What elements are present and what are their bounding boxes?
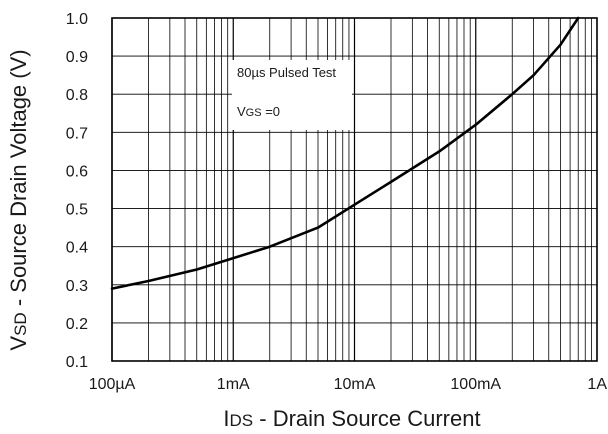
y-tick-label: 0.8 bbox=[66, 87, 88, 104]
series-group bbox=[110, 16, 580, 290]
x-tick-label: 1A bbox=[587, 376, 607, 393]
annotation-condition-sub: GS bbox=[246, 107, 262, 119]
y-axis-title: VSD - Source Drain Voltage (V) bbox=[6, 49, 31, 350]
annotation-test: 80µs Pulsed Test bbox=[237, 65, 336, 80]
x-axis-text: Drain Source Current bbox=[273, 406, 481, 431]
y-tick-label: 0.4 bbox=[66, 240, 88, 257]
x-tick-label: 100µA bbox=[89, 376, 136, 393]
x-tick-label: 1mA bbox=[217, 376, 250, 393]
y-tick-label: 0.1 bbox=[66, 354, 88, 371]
y-tick-label: 0.5 bbox=[66, 202, 88, 219]
x-axis-symbol-main: I bbox=[223, 406, 229, 431]
x-axis-separator: - bbox=[253, 406, 273, 431]
y-tick-label: 0.7 bbox=[66, 125, 88, 142]
x-axis-symbol-sub: DS bbox=[230, 411, 254, 430]
y-tick-labels: 0.1 0.2 0.3 0.4 0.5 0.6 0.7 0.8 0.9 1.0 bbox=[66, 11, 88, 371]
y-axis-symbol-main: V bbox=[6, 336, 31, 351]
y-axis-separator: - bbox=[6, 293, 31, 313]
annotation-condition-main: V bbox=[237, 104, 246, 119]
x-axis-title: IDS - Drain Source Current bbox=[223, 406, 480, 431]
y-tick-label: 0.9 bbox=[66, 49, 88, 66]
annotation-backdrop bbox=[232, 60, 352, 130]
y-tick-label: 0.2 bbox=[66, 316, 88, 333]
plot-frame bbox=[111, 17, 598, 362]
y-tick-label: 0.3 bbox=[66, 278, 88, 295]
x-tick-label: 10mA bbox=[334, 376, 376, 393]
annotation-condition-rest: =0 bbox=[262, 104, 280, 119]
annotation-condition: VGS =0 bbox=[237, 104, 280, 119]
x-tick-labels: 100µA 1mA 10mA 100mA 1A bbox=[89, 376, 608, 393]
y-tick-label: 0.6 bbox=[66, 163, 88, 180]
series-line bbox=[110, 16, 580, 290]
x-tick-label: 100mA bbox=[450, 376, 501, 393]
y-axis-symbol-sub: SD bbox=[11, 312, 30, 336]
grid bbox=[111, 17, 597, 362]
y-tick-label: 1.0 bbox=[66, 11, 88, 28]
y-axis-text: Source Drain Voltage (V) bbox=[6, 49, 31, 292]
